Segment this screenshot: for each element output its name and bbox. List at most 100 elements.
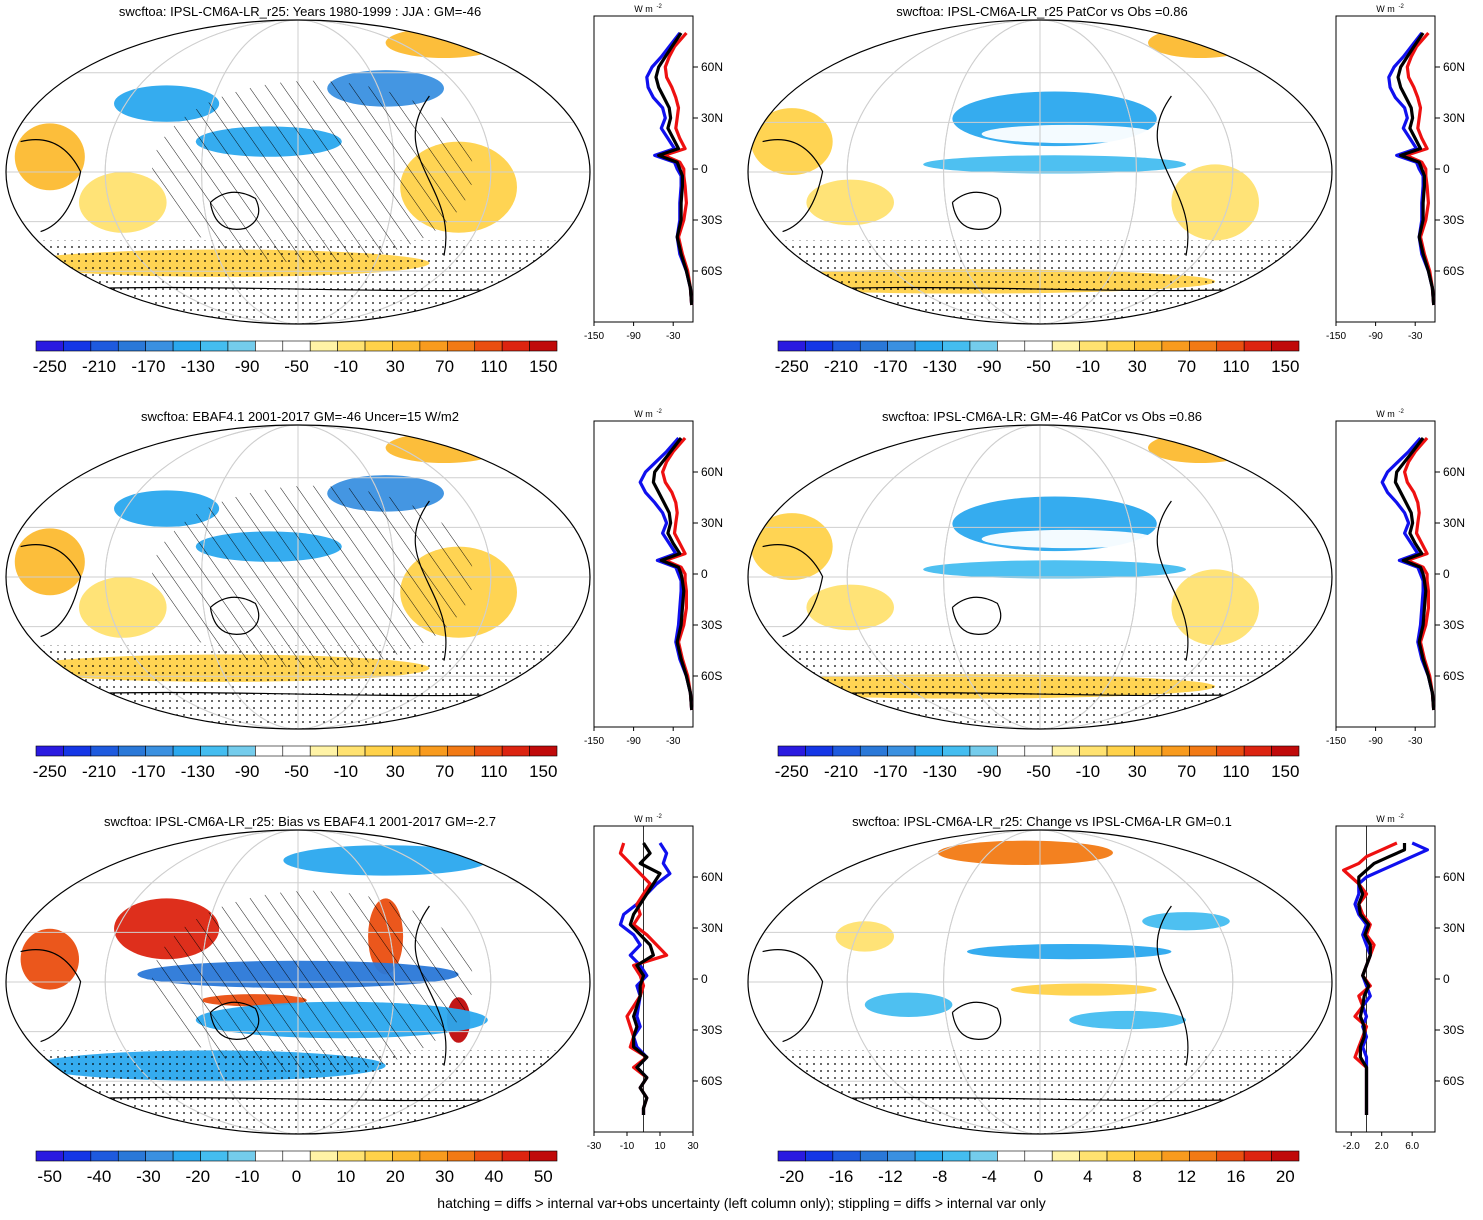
field-region — [923, 155, 1186, 173]
x-tick-label: -90 — [1368, 736, 1383, 747]
units-exponent: -2 — [1399, 4, 1405, 10]
colorbar-swatch — [860, 1151, 887, 1161]
colorbar-tick-label: 70 — [435, 357, 454, 376]
lat-tick-label: 60S — [701, 1074, 722, 1088]
colorbar-swatch — [833, 1151, 860, 1161]
lat-tick-label: 0 — [1443, 567, 1450, 581]
colorbar-tick-label: 150 — [529, 357, 557, 376]
x-tick-label: 2.0 — [1375, 1141, 1389, 1152]
colorbar-swatch — [1217, 1151, 1244, 1161]
colorbar-swatch — [1107, 746, 1134, 756]
colorbar-swatch — [63, 341, 90, 351]
field-region — [15, 528, 85, 595]
field-region — [982, 125, 1157, 143]
colorbar-tick-label: -250 — [33, 762, 67, 781]
panel-change: swcftoa: IPSL-CM6A-LR_r25: Change vs IPS… — [742, 810, 1483, 1215]
colorbar-tick-label: 110 — [480, 357, 507, 376]
colorbar-swatch — [1107, 1151, 1134, 1161]
field-region — [938, 841, 1113, 865]
x-tick-label: 30 — [687, 1141, 699, 1152]
colorbar-tick-label: 30 — [386, 762, 405, 781]
lat-tick-label: 0 — [701, 162, 708, 176]
colorbar-swatch — [1134, 1151, 1161, 1161]
colorbar-tick-label: -130 — [181, 762, 215, 781]
units-exponent: -2 — [1399, 409, 1405, 415]
colorbar-swatch — [1217, 746, 1244, 756]
field-region — [967, 944, 1171, 959]
lat-tick-label: 0 — [1443, 162, 1450, 176]
colorbar-tick-label: 12 — [1177, 1167, 1196, 1186]
colorbar-tick-label: 150 — [529, 762, 557, 781]
colorbar-tick-label: 30 — [1128, 762, 1147, 781]
colorbar-swatch — [1272, 341, 1299, 351]
field-region — [1011, 984, 1157, 996]
field-region — [982, 530, 1157, 548]
lat-tick-label: 60N — [1443, 870, 1465, 884]
colorbar-swatch — [970, 1151, 997, 1161]
colorbar-tick-label: -50 — [284, 357, 309, 376]
x-tick-label: -10 — [620, 1141, 635, 1152]
colorbar-swatch — [860, 341, 887, 351]
colorbar-tick-label: -130 — [181, 357, 215, 376]
colorbar-swatch — [1025, 341, 1052, 351]
units-label: W m — [634, 409, 653, 419]
colorbar-swatch — [997, 746, 1024, 756]
black-series-line — [1359, 843, 1405, 1115]
colorbar-tick-label: -90 — [977, 357, 1002, 376]
x-tick-label: -90 — [626, 736, 641, 747]
colorbar-tick-label: 110 — [480, 762, 507, 781]
colorbar-swatch — [1025, 746, 1052, 756]
x-tick-label: 10 — [654, 1141, 666, 1152]
footer-note: hatching = diffs > internal var+obs unce… — [0, 1195, 1483, 1211]
colorbar-swatch — [420, 746, 447, 756]
colorbar-swatch — [943, 341, 970, 351]
units-label: W m — [634, 814, 653, 824]
colorbar-tick-label: -130 — [923, 357, 957, 376]
lat-tick-label: 0 — [701, 567, 708, 581]
colorbar-swatch — [146, 746, 173, 756]
colorbar-swatch — [833, 341, 860, 351]
colorbar-tick-label: -90 — [235, 357, 260, 376]
panel-title: swcftoa: IPSL-CM6A-LR: GM=-46 PatCor vs … — [742, 409, 1342, 424]
panel-bias: swcftoa: IPSL-CM6A-LR_r25: Bias vs EBAF4… — [0, 810, 741, 1215]
colorbar-swatch — [91, 1151, 118, 1161]
units-label: W m — [634, 4, 653, 14]
colorbar-swatch — [420, 341, 447, 351]
units-label: W m — [1376, 409, 1395, 419]
colorbar-swatch — [1052, 746, 1079, 756]
field-region — [1148, 433, 1253, 463]
colorbar-swatch — [970, 746, 997, 756]
lat-tick-label: 60S — [1443, 264, 1464, 278]
colorbar-swatch — [888, 746, 915, 756]
colorbar-swatch — [475, 341, 502, 351]
colorbar-swatch — [36, 1151, 63, 1161]
colorbar-tick-label: -170 — [873, 762, 907, 781]
x-tick-label: 6.0 — [1405, 1141, 1419, 1152]
colorbar-swatch — [778, 341, 805, 351]
colorbar-tick-label: -10 — [334, 762, 359, 781]
colorbar-swatch — [805, 341, 832, 351]
field-region — [865, 993, 953, 1017]
colorbar-swatch — [173, 341, 200, 351]
colorbar-swatch — [1052, 341, 1079, 351]
colorbar-tick-label: -170 — [873, 357, 907, 376]
colorbar-tick-label: -20 — [185, 1167, 210, 1186]
colorbar-swatch — [888, 1151, 915, 1161]
x-tick-label: -150 — [1326, 736, 1346, 747]
colorbar-tick-label: 30 — [1128, 357, 1147, 376]
colorbar-swatch — [1162, 341, 1189, 351]
colorbar-swatch — [943, 1151, 970, 1161]
colorbar-tick-label: 50 — [534, 1167, 553, 1186]
colorbar-swatch — [1272, 746, 1299, 756]
colorbar-swatch — [36, 341, 63, 351]
colorbar-tick-label: -250 — [775, 762, 809, 781]
colorbar-swatch — [447, 746, 474, 756]
colorbar-tick-label: -12 — [878, 1167, 903, 1186]
lat-tick-label: 30S — [1443, 618, 1464, 632]
colorbar-tick-label: 10 — [336, 1167, 355, 1186]
x-tick-label: -30 — [587, 1141, 602, 1152]
colorbar-swatch — [365, 746, 392, 756]
colorbar-swatch — [1189, 1151, 1216, 1161]
colorbar-tick-label: -210 — [824, 357, 858, 376]
